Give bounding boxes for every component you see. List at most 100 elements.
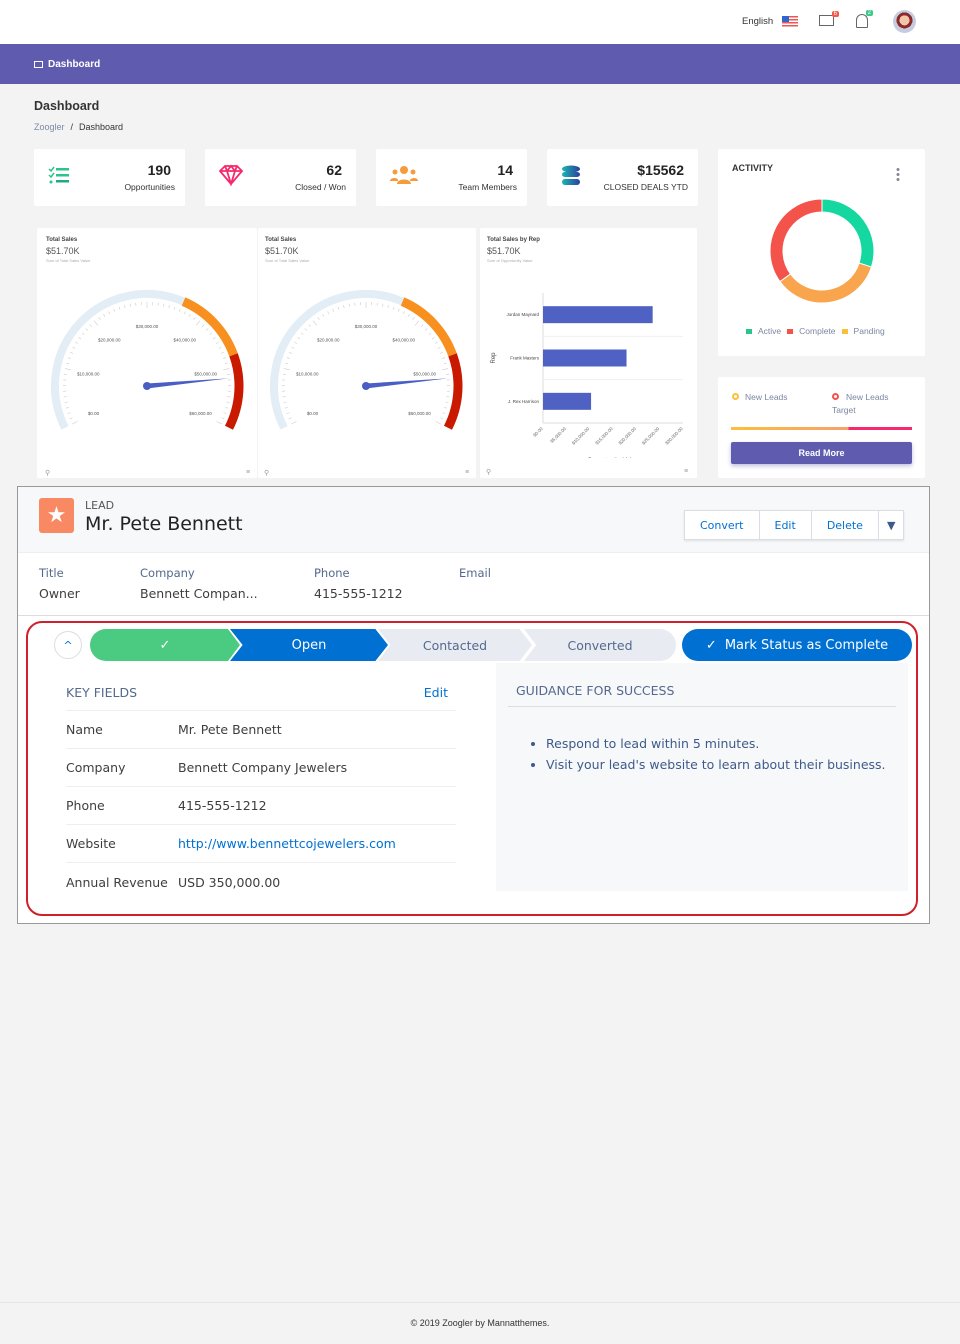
gauge-tick — [183, 311, 186, 315]
key-field-label: Phone — [66, 798, 105, 813]
collapse-chevron-icon[interactable]: ^ — [54, 631, 82, 659]
chart-value: $51.70K — [487, 246, 521, 256]
gauge-band — [181, 297, 238, 357]
gauge-tick — [64, 401, 68, 403]
read-more-button[interactable]: Read More — [731, 442, 912, 464]
chart-title: Total Sales — [46, 237, 78, 243]
stat-label: Closed / Won — [295, 182, 346, 192]
diamond-icon — [218, 164, 244, 186]
stat-label: Opportunities — [124, 182, 175, 192]
gauge-tick — [93, 320, 99, 326]
convert-button[interactable]: Convert — [684, 510, 760, 540]
gauge-tick — [412, 317, 415, 320]
gauge-tick — [294, 341, 298, 344]
stat-value: 190 — [147, 162, 171, 178]
path-step-open[interactable]: Open — [230, 629, 388, 661]
donut-slice-active — [821, 198, 875, 268]
chart-value: $51.70K — [265, 246, 299, 256]
table-icon[interactable]: ≡ — [684, 468, 689, 475]
key-fields-edit-link[interactable]: Edit — [423, 685, 448, 700]
gauge-tick — [444, 407, 448, 409]
gauge-hub — [362, 382, 370, 390]
table-icon[interactable]: ≡ — [246, 469, 251, 476]
key-field-label: Name — [66, 722, 103, 737]
user-icon[interactable]: ⚲ — [486, 469, 492, 476]
gauge-tick — [288, 351, 292, 354]
footer-divider — [0, 1302, 960, 1303]
path-step-converted[interactable]: Converted — [524, 629, 676, 661]
key-field-value: 415-555-1212 — [178, 798, 267, 813]
breadcrumb-zoogler[interactable]: Zoogler — [34, 122, 65, 132]
more-options-icon[interactable] — [896, 167, 900, 181]
edit-button[interactable]: Edit — [759, 510, 812, 540]
user-icon[interactable]: ⚲ — [45, 470, 51, 477]
gauge-tick — [317, 317, 320, 320]
gauge-tick — [78, 337, 82, 340]
gauge-tick — [300, 332, 304, 335]
mark-status-complete-button[interactable]: ✓ Mark Status as Complete — [682, 629, 912, 661]
gauge-tick — [118, 306, 121, 310]
mail-icon[interactable]: 6 — [819, 11, 839, 26]
gauge-tick — [221, 417, 225, 420]
gauge-tick — [402, 311, 405, 315]
field-label-company: Company — [140, 566, 195, 580]
gauge-tick — [312, 320, 318, 326]
path-step-contacted[interactable]: Contacted — [378, 629, 532, 661]
gauge-tick — [337, 306, 340, 310]
bar-chart-card: Total Sales by Rep $51.70K Sum of Opport… — [480, 228, 697, 478]
user-icon[interactable]: ⚲ — [264, 470, 270, 477]
activity-title: ACTIVITY — [732, 163, 774, 173]
path-step-completed[interactable]: ✓ — [90, 629, 240, 661]
website-link[interactable]: http://www.bennettcojewelers.com — [178, 836, 396, 851]
x-tick-label: $0.00 — [532, 426, 544, 438]
more-actions-dropdown-icon[interactable]: ▼ — [878, 510, 905, 540]
gauge-tick — [308, 324, 312, 327]
gauge-tick — [124, 305, 126, 309]
legend-panding: Panding — [853, 326, 885, 336]
key-field-row: Phone 415-555-1212 — [66, 787, 456, 825]
gauge-tick — [392, 306, 395, 310]
nav-dashboard[interactable]: Dashboard — [48, 58, 101, 70]
gauge-tick — [332, 308, 335, 312]
gauge-tick — [343, 305, 345, 309]
gauge-tick — [212, 337, 216, 340]
path-section: ^ ✓ Open Contacted Converted ✓ Mark Statu… — [26, 621, 918, 916]
language-selector[interactable]: English — [742, 16, 774, 27]
gauge-tick — [65, 407, 69, 409]
gauge-tick — [322, 313, 325, 317]
nav-bar: Dashboard — [0, 44, 960, 84]
target-dot-icon — [832, 393, 839, 400]
gauge-tick — [285, 362, 289, 365]
monitor-icon — [34, 60, 43, 68]
chart-title: Total Sales by Rep — [487, 237, 540, 243]
key-field-label: Company — [66, 760, 126, 775]
gauge-tick-label: $10,000.00 — [77, 372, 100, 377]
gauge-card-1: Total Sales $51.70K Sum of Total Sales V… — [37, 228, 257, 478]
table-icon[interactable]: ≡ — [465, 469, 470, 476]
stat-card-closed-won: 62 Closed / Won — [205, 149, 356, 206]
gauge-tick — [201, 324, 205, 327]
field-value-owner: Owner — [39, 586, 80, 601]
stat-value: $15562 — [637, 162, 684, 178]
bell-icon[interactable]: 2 — [856, 10, 873, 28]
bar-chart: Jordan Maynard Frank Masters J. Rex Harris… — [491, 293, 684, 458]
bar — [543, 349, 627, 367]
gauge-tick — [224, 362, 228, 365]
leads-card: New Leads New Leads Target Read More — [718, 377, 925, 478]
gauge-tick — [428, 332, 432, 335]
stat-card-opportunities: 190 Opportunities — [34, 149, 185, 206]
gauge-tick — [98, 317, 101, 320]
gauge-tick — [89, 324, 93, 327]
gauge-tick — [223, 357, 227, 359]
key-field-row: Website http://www.bennettcojewelers.com — [66, 825, 456, 863]
chart-value: $51.70K — [46, 246, 80, 256]
gauge-tick — [442, 368, 449, 371]
gauge-tick — [424, 328, 428, 331]
delete-button[interactable]: Delete — [811, 510, 879, 540]
legend-swatch-active — [746, 328, 752, 334]
gauge-tick — [440, 351, 444, 354]
gauge-band — [443, 353, 463, 430]
avatar[interactable] — [893, 10, 916, 33]
notification-badge: 2 — [865, 10, 873, 16]
gauge-tick — [225, 407, 229, 409]
